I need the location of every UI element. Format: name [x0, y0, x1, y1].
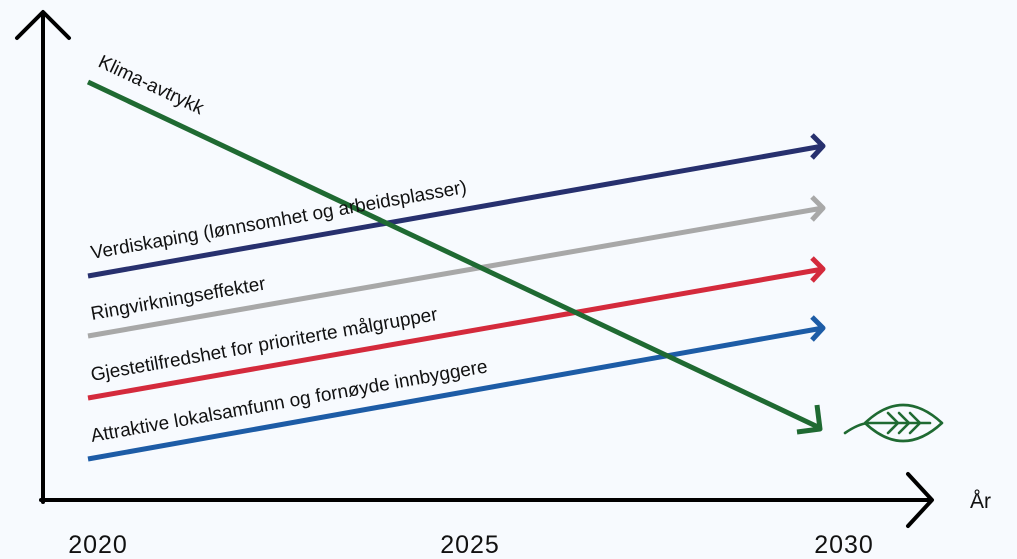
x-axis-unit-label: År: [970, 490, 991, 513]
series-lines: [86, 79, 826, 462]
y-axis-arrowhead: [15, 10, 71, 40]
x-axis-arrowhead: [906, 472, 934, 528]
series-attraktive-lokalsamfunn: [87, 315, 826, 462]
series-klima-avtrykk: [86, 79, 823, 435]
series-ringvirkningseffekter: [87, 195, 826, 339]
series-verdiskaping: [87, 133, 826, 279]
tick-label-2020: 2020: [68, 531, 128, 559]
series-gjestetilfredshet: [87, 256, 826, 401]
axes: [15, 10, 934, 528]
leaf-icon: [843, 403, 944, 443]
tick-label-2030: 2030: [814, 531, 874, 559]
label-ringvirkningseffekter: Ringvirkningseffekter: [89, 273, 268, 325]
tick-label-2025: 2025: [440, 531, 500, 559]
